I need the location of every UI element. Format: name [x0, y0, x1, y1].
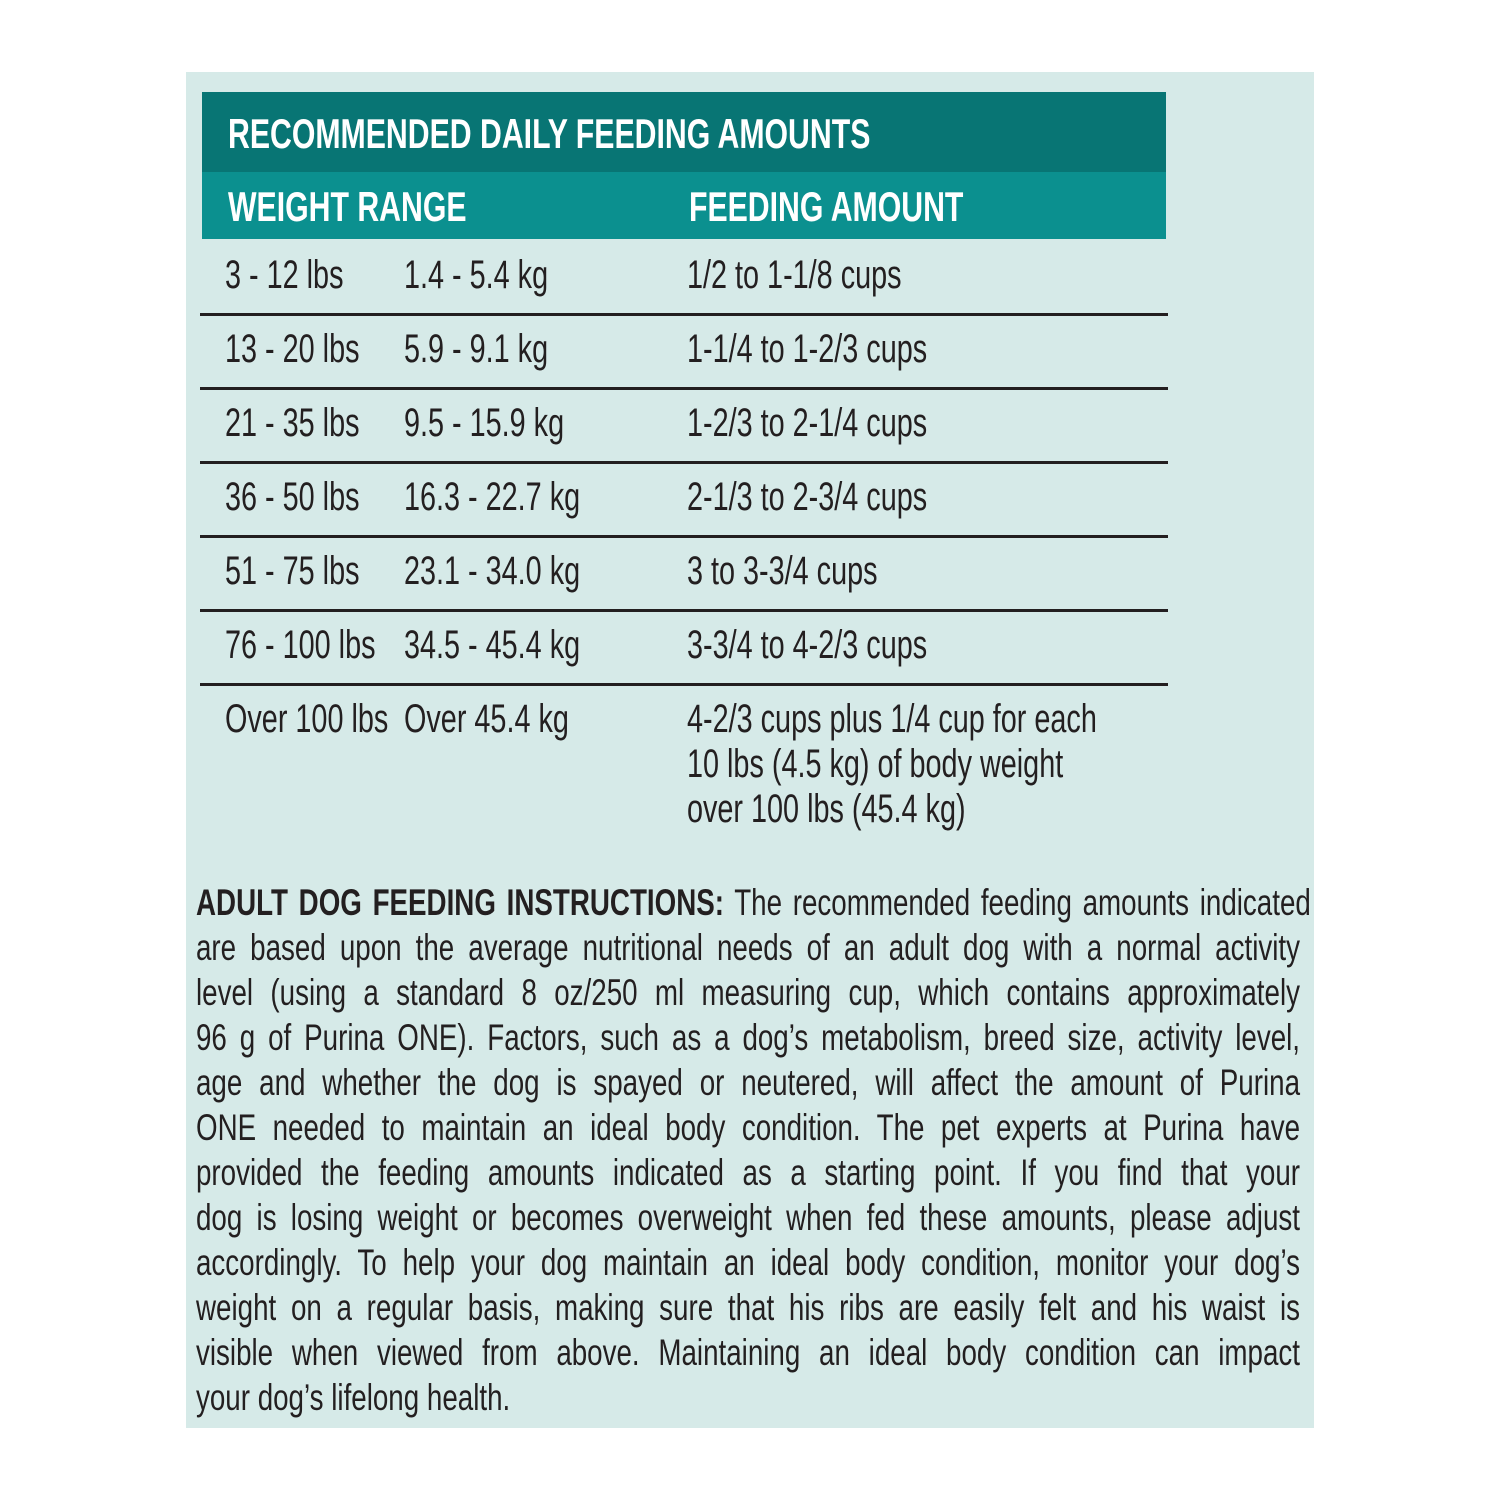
weight-kg: 9.5 - 15.9 kg: [404, 401, 565, 445]
feeding-amount-line: 4-2/3 cups plus 1/4 cup for each: [687, 697, 1097, 741]
table-title: RECOMMENDED DAILY FEEDING AMOUNTS: [228, 110, 871, 157]
weight-kg: 5.9 - 9.1 kg: [404, 327, 549, 371]
weight-kg: Over 45.4 kg: [404, 697, 569, 741]
table-header-row: WEIGHT RANGE FEEDING AMOUNT: [202, 172, 1166, 239]
weight-lbs: 3 - 12 lbs: [225, 253, 344, 297]
instruction-text: age and whether the dog is spayed or neu…: [196, 1062, 1300, 1103]
instruction-text: visible when viewed from above. Maintain…: [196, 1332, 1300, 1373]
feeding-panel: RECOMMENDED DAILY FEEDING AMOUNTS WEIGHT…: [186, 72, 1314, 1428]
weight-kg: 16.3 - 22.7 kg: [404, 475, 581, 519]
table-row: 3 - 12 lbs 1.4 - 5.4 kg 1/2 to 1-1/8 cups: [200, 239, 1168, 316]
instruction-text: your dog’s lifelong health.: [196, 1377, 511, 1418]
instruction-text: provided the feeding amounts indicated a…: [196, 1152, 1300, 1193]
instruction-text: accordingly. To help your dog maintain a…: [196, 1242, 1300, 1283]
instruction-text: weight on a regular basis, making sure t…: [196, 1287, 1300, 1328]
feeding-amount: 1-2/3 to 2-1/4 cups: [687, 401, 928, 445]
weight-lbs: 51 - 75 lbs: [225, 549, 360, 593]
header-weight-range: WEIGHT RANGE: [228, 183, 467, 230]
instruction-line: 96 g of Purina ONE). Factors, such as a …: [196, 1015, 1300, 1060]
instruction-line: accordingly. To help your dog maintain a…: [196, 1240, 1300, 1285]
instruction-line: are based upon the average nutritional n…: [196, 925, 1300, 970]
instruction-line: ONE needed to maintain an ideal body con…: [196, 1105, 1300, 1150]
instruction-text: The recommended feeding amounts indicate…: [724, 882, 1311, 923]
feeding-amount: 2-1/3 to 2-3/4 cups: [687, 475, 928, 519]
instruction-text: 96 g of Purina ONE). Factors, such as a …: [196, 1017, 1300, 1058]
instruction-line: ADULT DOG FEEDING INSTRUCTIONS: The reco…: [196, 880, 1311, 925]
header-feeding-amount: FEEDING AMOUNT: [689, 183, 964, 230]
table-row: 21 - 35 lbs 9.5 - 15.9 kg 1-2/3 to 2-1/4 c…: [200, 387, 1168, 464]
instruction-line: provided the feeding amounts indicated a…: [196, 1150, 1300, 1195]
instruction-line: level (using a standard 8 oz/250 ml meas…: [196, 970, 1300, 1015]
feeding-amount-line: 10 lbs (4.5 kg) of body weight: [687, 742, 1064, 786]
weight-lbs: 13 - 20 lbs: [225, 327, 360, 371]
instruction-line: your dog’s lifelong health.: [196, 1375, 1300, 1420]
table-row: 76 - 100 lbs 34.5 - 45.4 kg 3-3/4 to 4-2/3…: [200, 609, 1168, 686]
weight-lbs: 21 - 35 lbs: [225, 401, 360, 445]
feeding-amount-line: over 100 lbs (45.4 kg): [687, 787, 966, 831]
table-row: 51 - 75 lbs 23.1 - 34.0 kg 3 to 3-3/4 cups: [200, 535, 1168, 612]
weight-lbs: 36 - 50 lbs: [225, 475, 360, 519]
feeding-amount: 1/2 to 1-1/8 cups: [687, 253, 902, 297]
weight-lbs: 76 - 100 lbs: [225, 623, 376, 667]
feeding-instructions: ADULT DOG FEEDING INSTRUCTIONS: The reco…: [196, 880, 1311, 1420]
weight-kg: 34.5 - 45.4 kg: [404, 623, 581, 667]
table-row: 13 - 20 lbs 5.9 - 9.1 kg 1-1/4 to 1-2/3 cu…: [200, 313, 1168, 390]
instruction-text: ONE needed to maintain an ideal body con…: [196, 1107, 1300, 1148]
weight-kg: 23.1 - 34.0 kg: [404, 549, 581, 593]
instruction-text: level (using a standard 8 oz/250 ml meas…: [196, 972, 1300, 1013]
instruction-text: dog is losing weight or becomes overweig…: [196, 1197, 1300, 1238]
instruction-line: weight on a regular basis, making sure t…: [196, 1285, 1300, 1330]
weight-lbs: Over 100 lbs: [225, 697, 389, 741]
instruction-line: dog is losing weight or becomes overweig…: [196, 1195, 1300, 1240]
table-row: 36 - 50 lbs 16.3 - 22.7 kg 2-1/3 to 2-3/4 …: [200, 461, 1168, 538]
instructions-heading: ADULT DOG FEEDING INSTRUCTIONS:: [196, 882, 725, 923]
instruction-text: are based upon the average nutritional n…: [196, 927, 1300, 968]
weight-kg: 1.4 - 5.4 kg: [404, 253, 549, 297]
feeding-amount: 3 to 3-3/4 cups: [687, 549, 878, 593]
instruction-line: visible when viewed from above. Maintain…: [196, 1330, 1300, 1375]
table-title-bar: RECOMMENDED DAILY FEEDING AMOUNTS: [202, 92, 1166, 172]
feeding-amount: 4-2/3 cups plus 1/4 cup for each 10 lbs (…: [687, 697, 1097, 832]
instruction-line: age and whether the dog is spayed or neu…: [196, 1060, 1300, 1105]
feeding-amount: 1-1/4 to 1-2/3 cups: [687, 327, 928, 371]
table-row: Over 100 lbs Over 45.4 kg 4-2/3 cups plus …: [200, 683, 1168, 843]
feeding-amount: 3-3/4 to 4-2/3 cups: [687, 623, 928, 667]
